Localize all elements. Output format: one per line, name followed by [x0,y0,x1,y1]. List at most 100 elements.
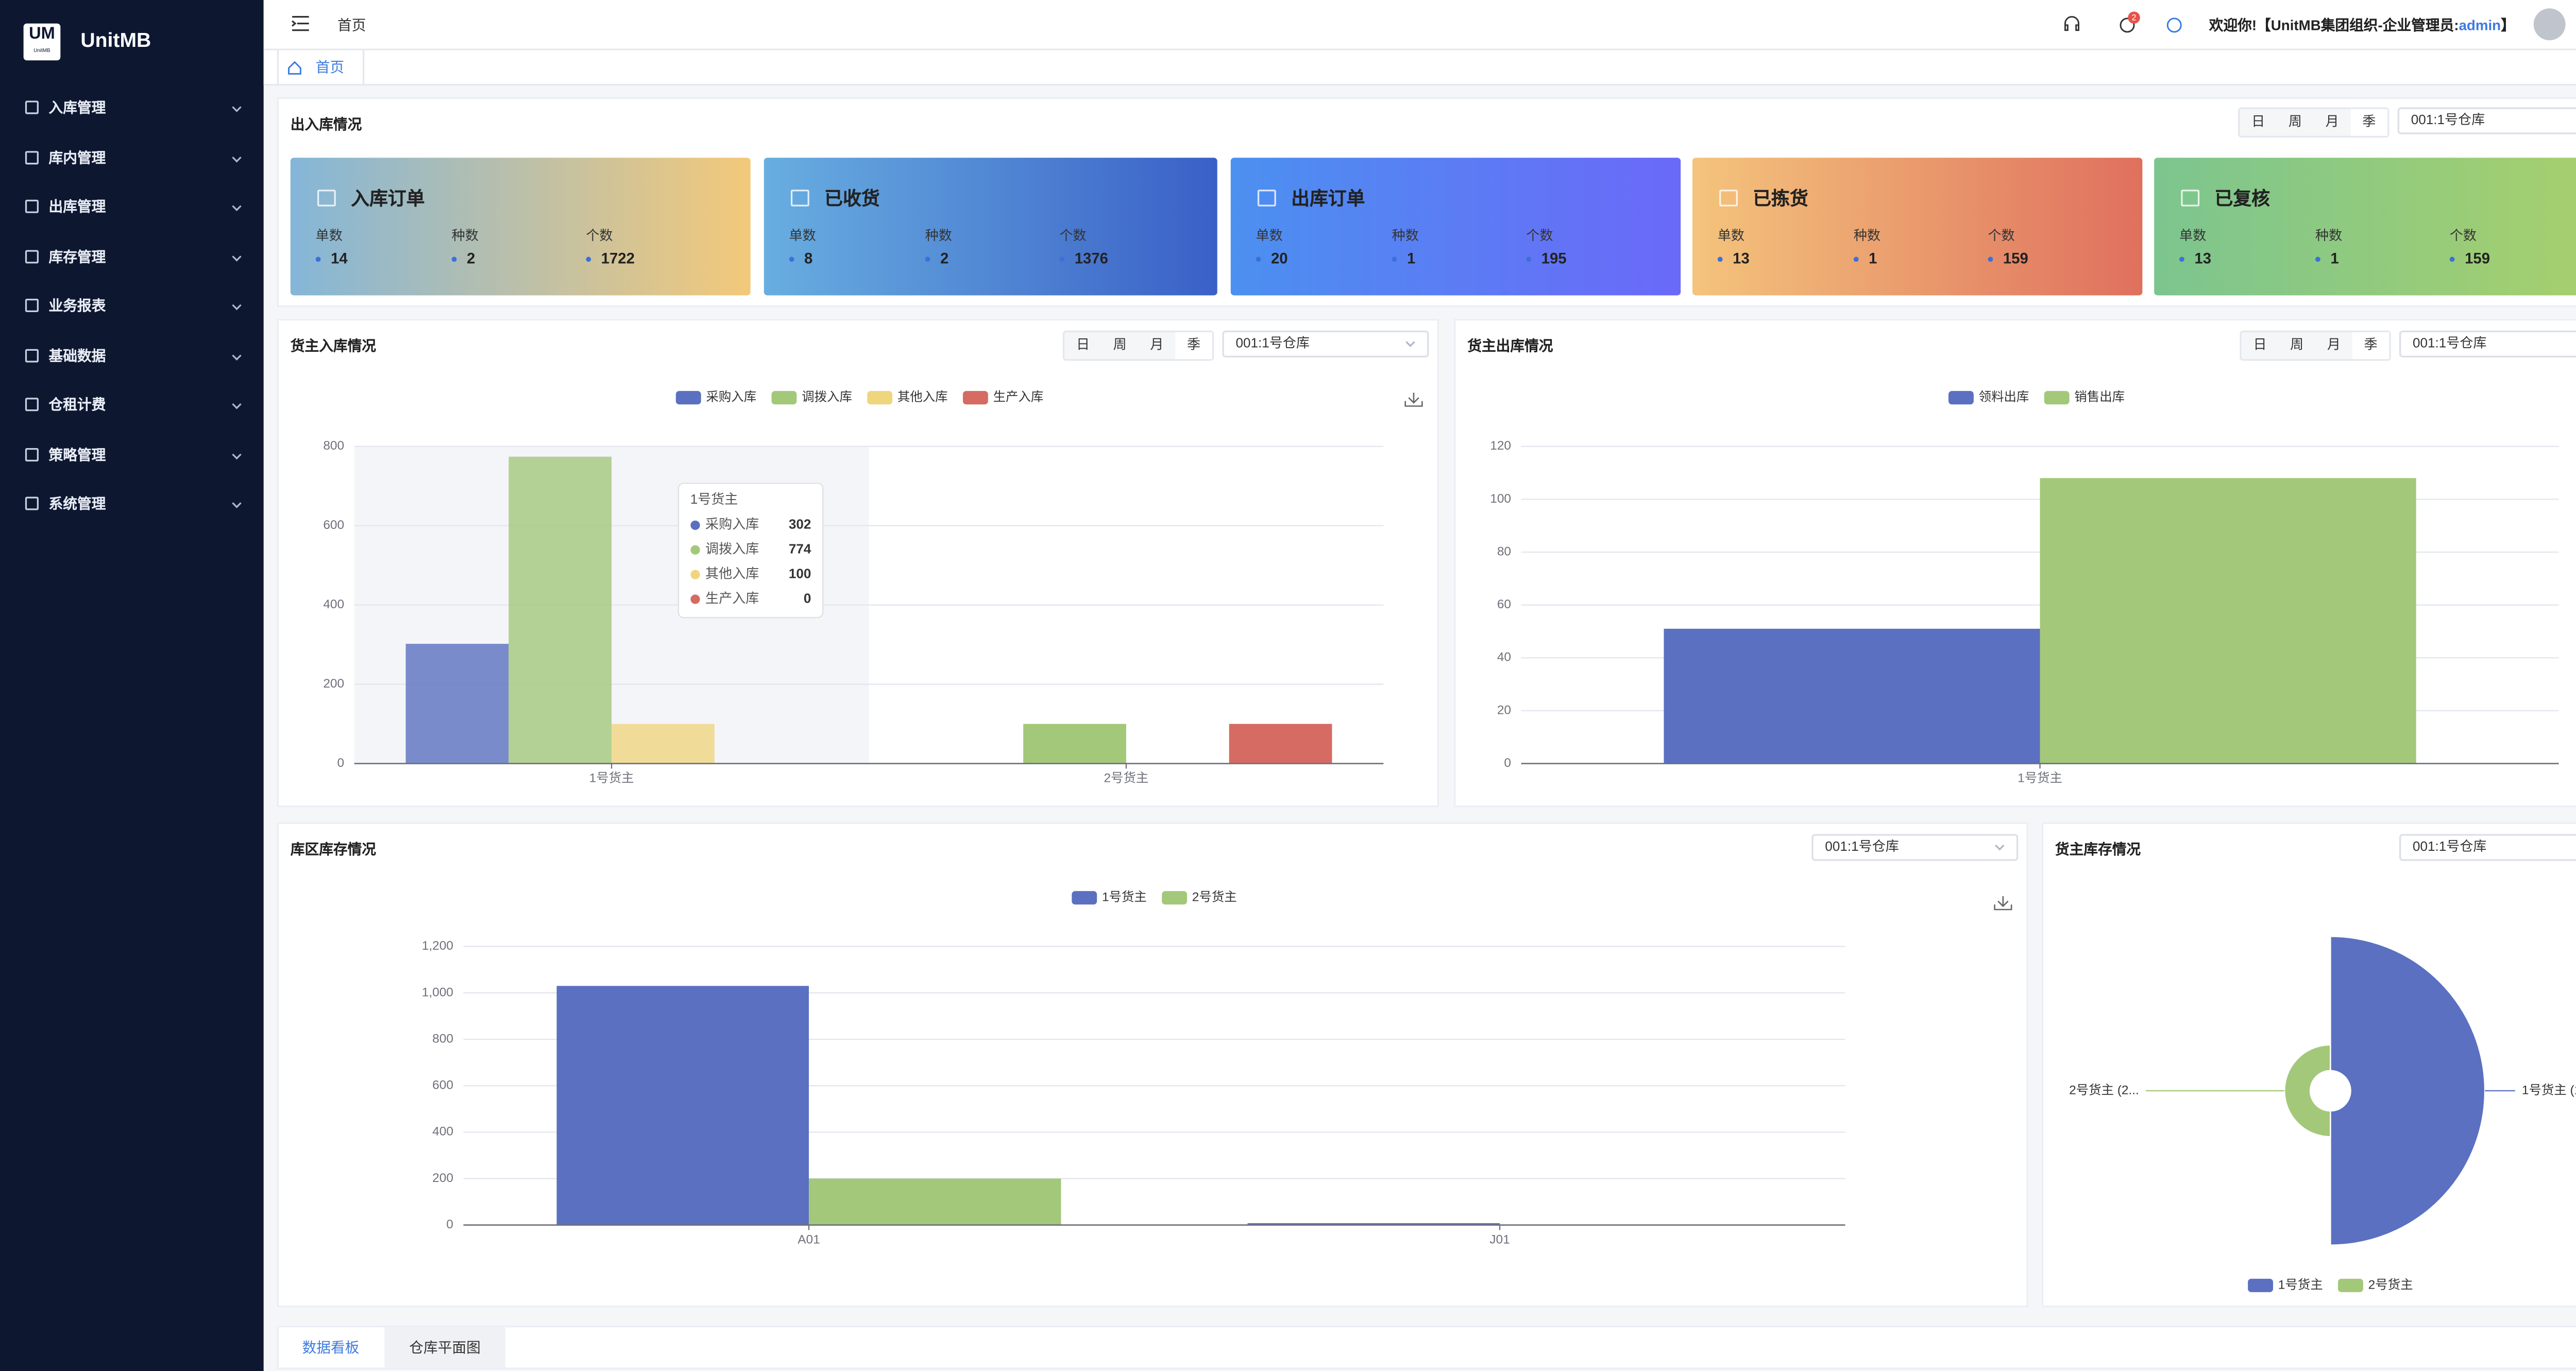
period-button[interactable]: 周 [2288,114,2302,129]
y-tick-label: 20 [1497,703,1511,717]
y-tick-label: 0 [337,756,344,770]
value-dot [1988,256,1993,262]
value-dot [789,256,794,262]
legend: 采购入库 调拨入库 其他入库 生产入库 [675,390,1043,405]
summary-card[interactable]: 出库订单 单数 20 种数 1 个数 195 [1230,158,1681,296]
download-icon[interactable] [1994,896,2012,911]
tooltip-name: 调拨入库 [705,541,759,557]
card-title: 已收货 [824,190,880,210]
help-icon[interactable] [2166,18,2182,33]
field-label: 单数 [315,228,343,244]
menu-item[interactable]: 出库管理 [0,190,264,223]
legend-swatch [675,391,701,405]
chevron [232,251,242,261]
avatar[interactable] [2533,8,2566,41]
value-dot [1853,256,1859,262]
tooltip-value: 302 [789,517,811,532]
period-button[interactable]: 周 [2290,337,2304,353]
chevron [232,449,242,459]
tab[interactable]: 首页 [277,50,365,84]
menu-item[interactable]: 库存管理 [0,239,264,272]
tab-bar: 首页 [263,50,2576,86]
y-tick-label: 200 [432,1171,453,1185]
field-value: 195 [1541,250,1567,267]
legend: 领料出库 销售出库 [1948,390,2125,405]
logo: UM UnitMB [23,23,61,61]
field-value: 159 [2003,250,2028,267]
value-dot [1526,256,1532,262]
y-tick-label: 60 [1497,597,1511,611]
warehouse-select[interactable]: 001:1号仓库 [1811,834,2019,861]
menu-item[interactable]: 库内管理 [0,140,264,174]
pie-slice [2283,1044,2331,1138]
legend-label: 销售出库 [2074,390,2125,404]
legend-swatch [2338,1278,2363,1292]
menu-toggle[interactable] [291,13,311,33]
menu-text: 出库管理 [48,198,106,215]
summary-card[interactable]: 已拣货 单数 13 种数 1 个数 159 [1692,158,2143,296]
period-button[interactable]: 月 [1150,337,1164,353]
user-name[interactable]: admin [2459,16,2501,34]
badge [2128,11,2140,24]
menu-item[interactable]: 仓租计费 [0,388,264,421]
field-label: 种数 [451,228,479,244]
period-button[interactable]: 月 [2327,337,2341,353]
period-button[interactable]: 季 [2352,332,2389,359]
warehouse-select[interactable]: 001:1号仓库 [1222,330,1429,358]
bottom-tab[interactable]: 数据看板 [278,1327,383,1368]
card-title: 出库订单 [1291,190,1365,210]
menu-item[interactable]: 入库管理 [0,91,264,124]
tooltip-value: 100 [789,566,811,581]
message-icon[interactable] [2120,18,2135,33]
card-title: 已复核 [2214,190,2270,210]
y-tick-label: 1,200 [422,939,453,953]
summary-card[interactable]: 入库订单 单数 14 种数 2 个数 1722 [290,158,751,296]
field-value: 14 [331,250,348,267]
warehouse-select[interactable]: 001:1号仓库 [2399,330,2576,358]
brand: UnitMB [80,28,151,53]
bar [1664,628,2040,764]
menu-icon [25,199,39,213]
warehouse-select[interactable]: 001:1号仓库 [2399,834,2576,861]
period-button[interactable]: 日 [2251,114,2265,129]
summary-card[interactable]: 已收货 单数 8 种数 2 个数 1376 [764,158,1217,296]
download-icon[interactable] [1404,392,1423,407]
period-button[interactable]: 日 [1076,337,1090,353]
menu-item[interactable]: 策略管理 [0,437,264,471]
period-button[interactable]: 日 [2253,337,2267,353]
period-switch: 日 周 月季 [1062,330,1214,361]
field-value: 20 [1270,250,1288,267]
legend-label: 1号货主 [2278,1278,2323,1292]
card-icon [2181,190,2200,207]
menu-item[interactable]: 系统管理 [0,487,264,520]
y-tick-label: 800 [323,439,344,453]
legend-label: 领料出库 [1979,390,2029,404]
y-tick-label: 120 [1490,439,1511,453]
value-dot [2449,256,2455,262]
field-label: 单数 [1717,228,1744,244]
period-button[interactable]: 季 [2350,109,2388,136]
field-value: 1 [1406,250,1416,267]
warehouse-select[interactable]: 001:1号仓库 [2397,107,2576,134]
legend-label: 1号货主 [1102,890,1147,904]
legend-swatch [867,391,893,405]
legend-swatch [2044,391,2070,405]
tooltip-name: 其他入库 [705,566,759,581]
bar [509,456,612,764]
period-button[interactable]: 季 [1175,332,1212,359]
bottom-tab[interactable]: 仓库平面图 [384,1327,505,1368]
field-label: 种数 [1392,228,1419,244]
menu-icon [25,298,39,313]
summary-card[interactable]: 已复核 单数 13 种数 1 个数 159 [2154,158,2576,296]
slice-label: 2号货主 (2... [2069,1083,2139,1097]
menu-item[interactable]: 业务报表 [0,288,264,322]
sidebar: UM UnitMB UnitMB 入库管理库内管理出库管理库存管理业务报表基础数… [0,0,264,1371]
bottom-tabs: 数据看板 仓库平面图 [277,1326,2576,1369]
y-tick-label: 1,000 [422,985,453,999]
menu-item[interactable]: 基础数据 [0,338,264,372]
period-button[interactable]: 周 [1113,337,1127,353]
legend: 1号货主 2号货主 [1072,890,1237,905]
period-button[interactable]: 月 [2325,114,2339,129]
support-icon[interactable] [2064,16,2079,31]
period-switch: 日 周 月季 [2238,107,2389,138]
